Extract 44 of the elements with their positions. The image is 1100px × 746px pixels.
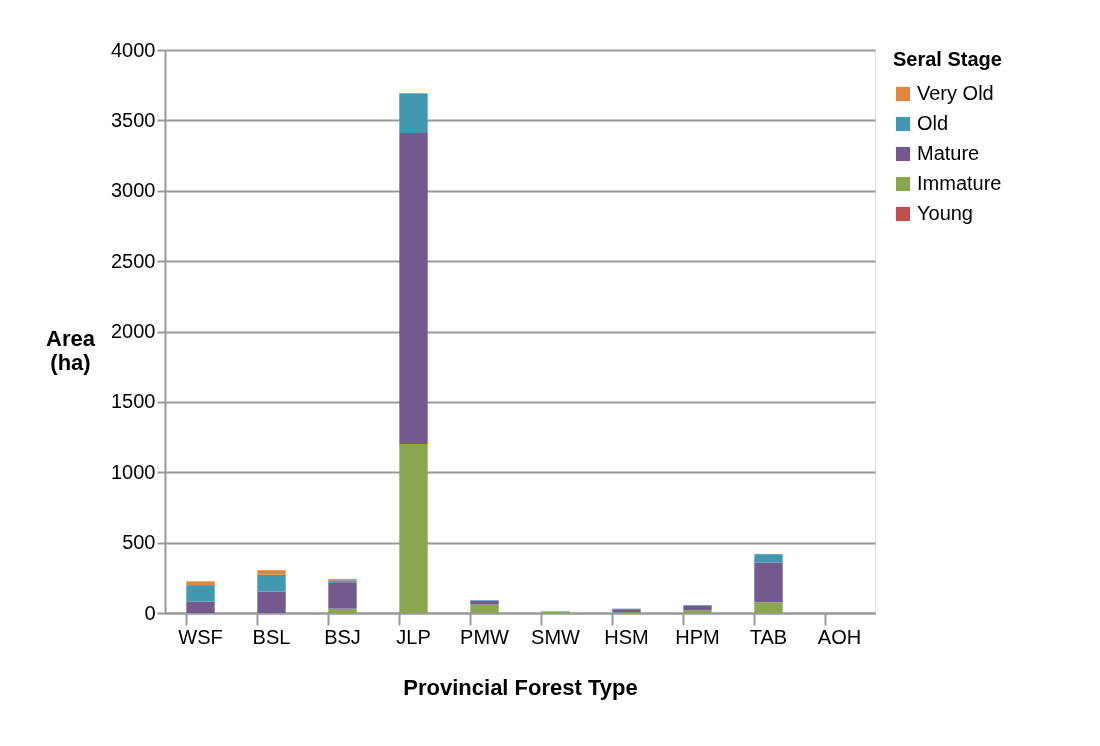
bar	[399, 93, 428, 134]
y-tick-label: 500	[122, 531, 156, 554]
bar	[186, 601, 215, 613]
legend-label: Immature	[917, 172, 1002, 194]
bar	[470, 604, 499, 613]
bar	[257, 574, 286, 592]
bar	[683, 610, 712, 613]
bar	[754, 602, 783, 613]
x-tick-label: BSJ	[324, 625, 361, 648]
bar	[399, 444, 428, 613]
y-tick-label: 0	[144, 601, 156, 624]
bar	[257, 570, 286, 575]
x-tick-label: BSL	[252, 625, 291, 648]
y-tick-label: 2500	[111, 249, 156, 272]
legend-title: Seral Stage	[893, 48, 1002, 70]
bar	[470, 600, 499, 605]
bar	[186, 585, 215, 602]
legend-label: Young	[917, 202, 973, 224]
legend-label: Mature	[917, 142, 980, 164]
y-axis-title: Area (ha)	[46, 325, 96, 375]
x-tick-label: WSF	[178, 625, 223, 648]
x-tick-label: HPM	[675, 625, 720, 648]
x-axis-title: Provincial Forest Type	[403, 674, 638, 700]
y-tick-label: 2000	[111, 320, 156, 342]
x-tick-label: HSM	[604, 625, 649, 648]
y-tick-label: 1500	[111, 390, 156, 413]
bar	[257, 591, 286, 613]
x-tick-label: TAB	[749, 625, 788, 648]
legend-label: Old	[917, 112, 949, 134]
x-tick-label: AOH	[817, 625, 862, 648]
y-tick-label: 3000	[111, 179, 156, 202]
bar	[328, 608, 357, 613]
x-tick-label: JLP	[396, 625, 431, 648]
y-tick-label: 4000	[111, 38, 156, 61]
bar	[186, 581, 215, 586]
bar	[328, 582, 357, 609]
bar	[754, 562, 783, 603]
bar	[754, 554, 783, 563]
x-tick-label: PMW	[460, 625, 510, 648]
legend-label: Very Old	[917, 82, 994, 104]
y-tick-label: 1000	[111, 460, 156, 483]
bar	[399, 133, 428, 445]
x-tick-label: SMW	[531, 625, 581, 648]
y-tick-label: 3500	[111, 108, 156, 131]
